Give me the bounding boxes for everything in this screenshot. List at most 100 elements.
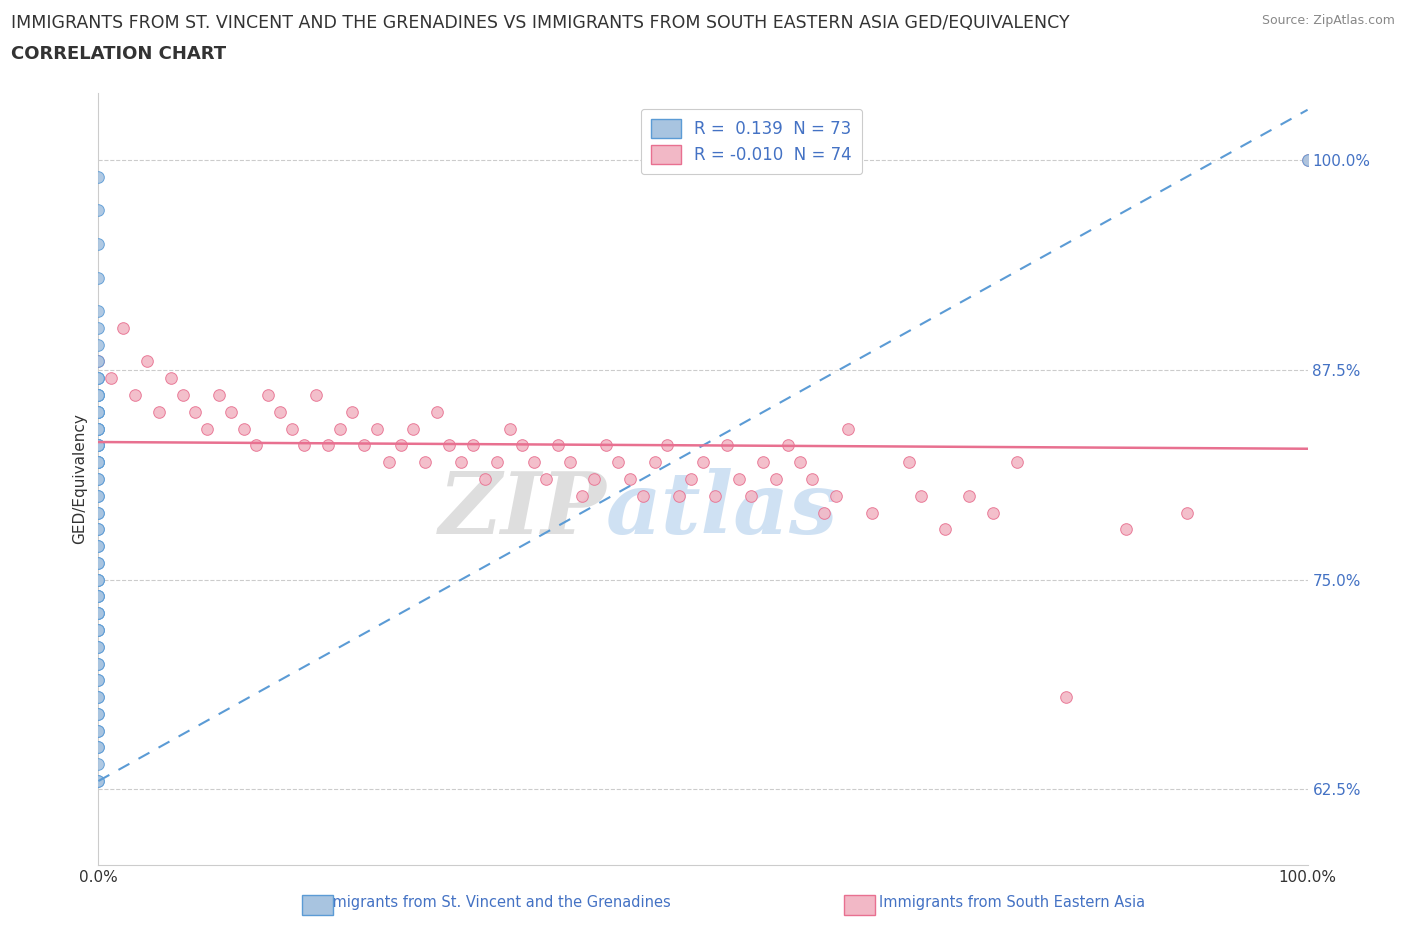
Point — [87, 656, 110, 671]
Point — [704, 488, 727, 503]
Point — [87, 421, 110, 436]
Point — [87, 421, 110, 436]
Point — [208, 388, 231, 403]
Point — [353, 438, 375, 453]
Point — [607, 455, 630, 470]
Point — [752, 455, 775, 470]
Point — [281, 421, 304, 436]
Point — [87, 438, 110, 453]
Point — [426, 405, 449, 419]
Point — [1054, 690, 1077, 705]
Point — [87, 656, 110, 671]
Point — [1296, 153, 1319, 167]
Point — [87, 455, 110, 470]
Legend: R =  0.139  N = 73, R = -0.010  N = 74: R = 0.139 N = 73, R = -0.010 N = 74 — [641, 109, 862, 174]
Point — [631, 488, 654, 503]
Point — [595, 438, 617, 453]
Point — [160, 371, 183, 386]
Point — [87, 605, 110, 620]
Point — [87, 388, 110, 403]
Point — [389, 438, 412, 453]
Point — [305, 388, 328, 403]
Point — [87, 673, 110, 688]
Point — [800, 472, 823, 486]
Point — [366, 421, 388, 436]
Point — [463, 438, 485, 453]
Point — [789, 455, 811, 470]
Point — [221, 405, 243, 419]
Point — [87, 572, 110, 587]
Point — [87, 690, 110, 705]
Point — [87, 572, 110, 587]
Point — [87, 203, 110, 218]
Point — [87, 405, 110, 419]
Point — [87, 270, 110, 285]
Point — [87, 421, 110, 436]
Point — [87, 304, 110, 319]
Point — [87, 522, 110, 537]
Point — [87, 371, 110, 386]
Point — [486, 455, 509, 470]
Point — [195, 421, 218, 436]
Point — [402, 421, 425, 436]
Point — [825, 488, 848, 503]
Point — [547, 438, 569, 453]
Point — [87, 455, 110, 470]
Point — [100, 371, 122, 386]
Point — [87, 589, 110, 604]
Point — [184, 405, 207, 419]
Point — [644, 455, 666, 470]
Point — [87, 388, 110, 403]
Point — [1115, 522, 1137, 537]
Point — [1007, 455, 1029, 470]
Point — [87, 774, 110, 789]
Point — [1175, 505, 1198, 520]
Point — [87, 707, 110, 722]
Point — [87, 555, 110, 570]
Point — [668, 488, 690, 503]
Point — [329, 421, 352, 436]
Point — [87, 522, 110, 537]
Point — [87, 421, 110, 436]
Point — [87, 690, 110, 705]
Point — [87, 622, 110, 637]
Point — [87, 605, 110, 620]
Point — [135, 354, 157, 369]
Point — [728, 472, 751, 486]
Point — [87, 538, 110, 553]
Point — [87, 472, 110, 486]
Point — [87, 589, 110, 604]
Text: CORRELATION CHART: CORRELATION CHART — [11, 45, 226, 62]
Point — [87, 740, 110, 755]
Text: Immigrants from St. Vincent and the Grenadines: Immigrants from St. Vincent and the Gren… — [314, 895, 671, 910]
Point — [692, 455, 714, 470]
Point — [87, 740, 110, 755]
Point — [860, 505, 883, 520]
Text: Source: ZipAtlas.com: Source: ZipAtlas.com — [1261, 14, 1395, 27]
Point — [837, 421, 859, 436]
Point — [679, 472, 702, 486]
Point — [87, 572, 110, 587]
Point — [571, 488, 593, 503]
Point — [413, 455, 436, 470]
Point — [342, 405, 364, 419]
Point — [776, 438, 799, 453]
Point — [316, 438, 339, 453]
Point — [124, 388, 146, 403]
Point — [292, 438, 315, 453]
Point — [87, 388, 110, 403]
Point — [619, 472, 641, 486]
Point — [87, 455, 110, 470]
Point — [910, 488, 932, 503]
Point — [87, 388, 110, 403]
Point — [981, 505, 1004, 520]
Point — [87, 505, 110, 520]
Point — [87, 338, 110, 352]
Point — [87, 488, 110, 503]
Text: ZIP: ZIP — [439, 468, 606, 551]
Point — [87, 774, 110, 789]
Point — [740, 488, 762, 503]
Point — [87, 438, 110, 453]
Point — [957, 488, 980, 503]
Point — [87, 405, 110, 419]
